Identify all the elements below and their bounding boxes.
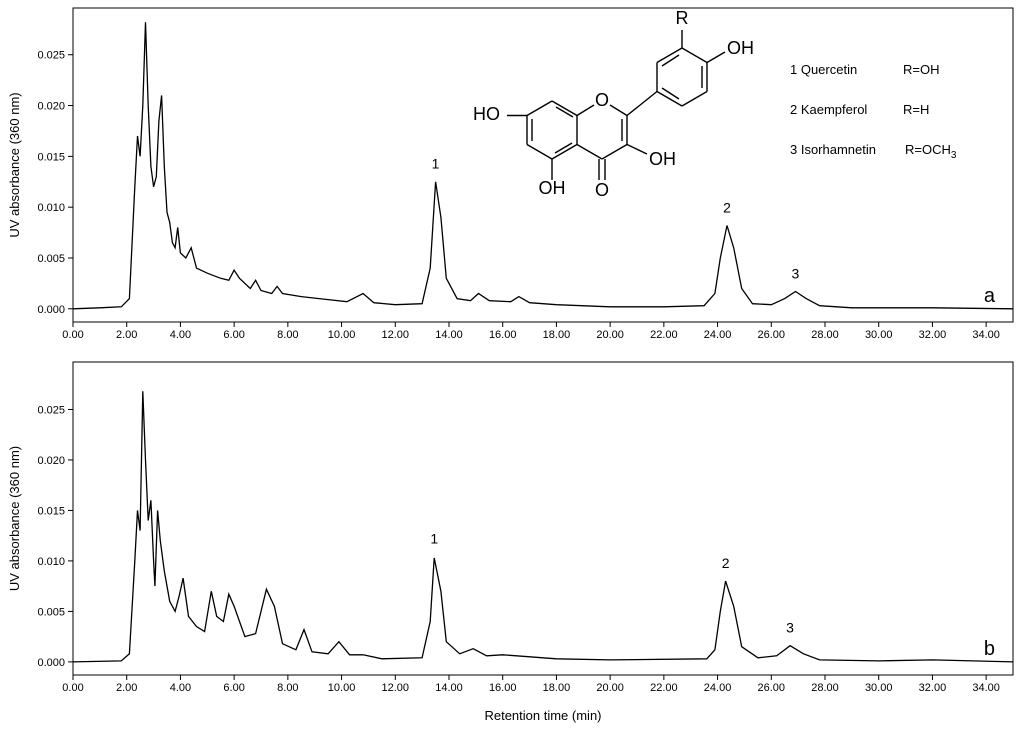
y-tick-label: 0.015 (37, 505, 65, 517)
chromatogram-line (72, 391, 1014, 663)
x-tick-label: 8.00 (277, 682, 298, 694)
x-tick-label: 26.00 (758, 682, 786, 694)
compound-substituent: R=H (903, 102, 929, 117)
y-tick-label: 0.020 (37, 455, 65, 467)
peak-label: 2 (722, 555, 730, 571)
atom-label: HO (473, 104, 500, 124)
y-tick-label: 0.025 (37, 50, 65, 62)
x-tick-label: 24.00 (704, 682, 732, 694)
y-tick-label: 0.010 (37, 556, 65, 568)
x-axis-label: Retention time (min) (484, 708, 601, 723)
x-tick-label: 18.00 (543, 682, 571, 694)
y-tick-label: 0.000 (37, 304, 65, 316)
x-tick-label: 14.00 (435, 329, 463, 341)
peak-label: 1 (430, 531, 438, 547)
plot-frame (72, 7, 1014, 323)
substituent-text: R=OH (903, 62, 939, 77)
substituent-text: R=OCH (905, 142, 951, 157)
peak-label: 1 (432, 156, 440, 172)
x-tick-label: 12.00 (382, 682, 410, 694)
substituent-subscript: 3 (951, 150, 957, 161)
x-tick-label: 30.00 (865, 682, 893, 694)
y-tick-label: 0.010 (37, 202, 65, 214)
peak-label: 3 (786, 620, 794, 636)
substituent-text: R=H (903, 102, 929, 117)
x-tick-label: 26.00 (758, 329, 786, 341)
peak-label: 2 (723, 199, 731, 215)
atom-label: OH (539, 178, 566, 198)
x-tick-label: 12.00 (382, 329, 410, 341)
x-tick-label: 22.00 (650, 329, 678, 341)
plot-frame (72, 361, 1014, 676)
y-axis-label: UV absorbance (360 nm) (7, 446, 22, 591)
x-tick-label: 32.00 (919, 682, 947, 694)
y-axis-label: UV absorbance (360 nm) (7, 92, 22, 237)
y-tick-label: 0.000 (37, 657, 65, 669)
x-tick-label: 28.00 (811, 329, 839, 341)
x-tick-label: 10.00 (328, 682, 356, 694)
chromatogram-line (72, 22, 1014, 310)
atom-label: O (595, 180, 609, 200)
atom-label: R (676, 8, 689, 28)
x-tick-label: 2.00 (116, 682, 137, 694)
atom-label: OH (727, 38, 754, 58)
y-tick-label: 0.005 (37, 253, 65, 265)
x-tick-label: 18.00 (543, 329, 571, 341)
x-tick-label: 6.00 (223, 682, 244, 694)
x-tick-label: 16.00 (489, 329, 517, 341)
x-tick-label: 20.00 (596, 329, 624, 341)
panel-label: a (984, 285, 996, 307)
x-tick-label: 0.00 (62, 329, 83, 341)
x-tick-label: 24.00 (704, 329, 732, 341)
x-tick-label: 16.00 (489, 682, 517, 694)
x-tick-label: 32.00 (919, 329, 947, 341)
y-tick-label: 0.020 (37, 101, 65, 113)
x-tick-label: 8.00 (277, 329, 298, 341)
x-tick-label: 28.00 (811, 682, 839, 694)
y-tick-label: 0.005 (37, 606, 65, 618)
x-tick-label: 0.00 (62, 682, 83, 694)
compound-substituent: R=OCH3 (905, 142, 957, 161)
x-tick-label: 34.00 (972, 682, 1000, 694)
y-tick-label: 0.025 (37, 404, 65, 416)
atom-label: OH (649, 149, 676, 169)
x-tick-label: 34.00 (972, 329, 1000, 341)
compound-name: 2 Kaempferol (790, 102, 867, 117)
x-tick-label: 14.00 (435, 682, 463, 694)
peak-label: 3 (792, 265, 800, 281)
x-tick-label: 2.00 (116, 329, 137, 341)
compound-name: 1 Quercetin (790, 62, 857, 77)
x-tick-label: 20.00 (596, 682, 624, 694)
panel-label: b (984, 638, 995, 660)
x-tick-label: 4.00 (170, 682, 191, 694)
structure: HO O OH OH O OH R (473, 8, 754, 200)
atom-label: O (595, 90, 609, 110)
x-tick-label: 6.00 (223, 329, 244, 341)
x-tick-label: 4.00 (170, 329, 191, 341)
x-tick-label: 30.00 (865, 329, 893, 341)
x-tick-label: 22.00 (650, 682, 678, 694)
compound-substituent: R=OH (903, 62, 939, 77)
y-tick-label: 0.015 (37, 151, 65, 163)
compound-name: 3 Isorhamnetin (790, 142, 876, 157)
x-tick-label: 10.00 (328, 329, 356, 341)
